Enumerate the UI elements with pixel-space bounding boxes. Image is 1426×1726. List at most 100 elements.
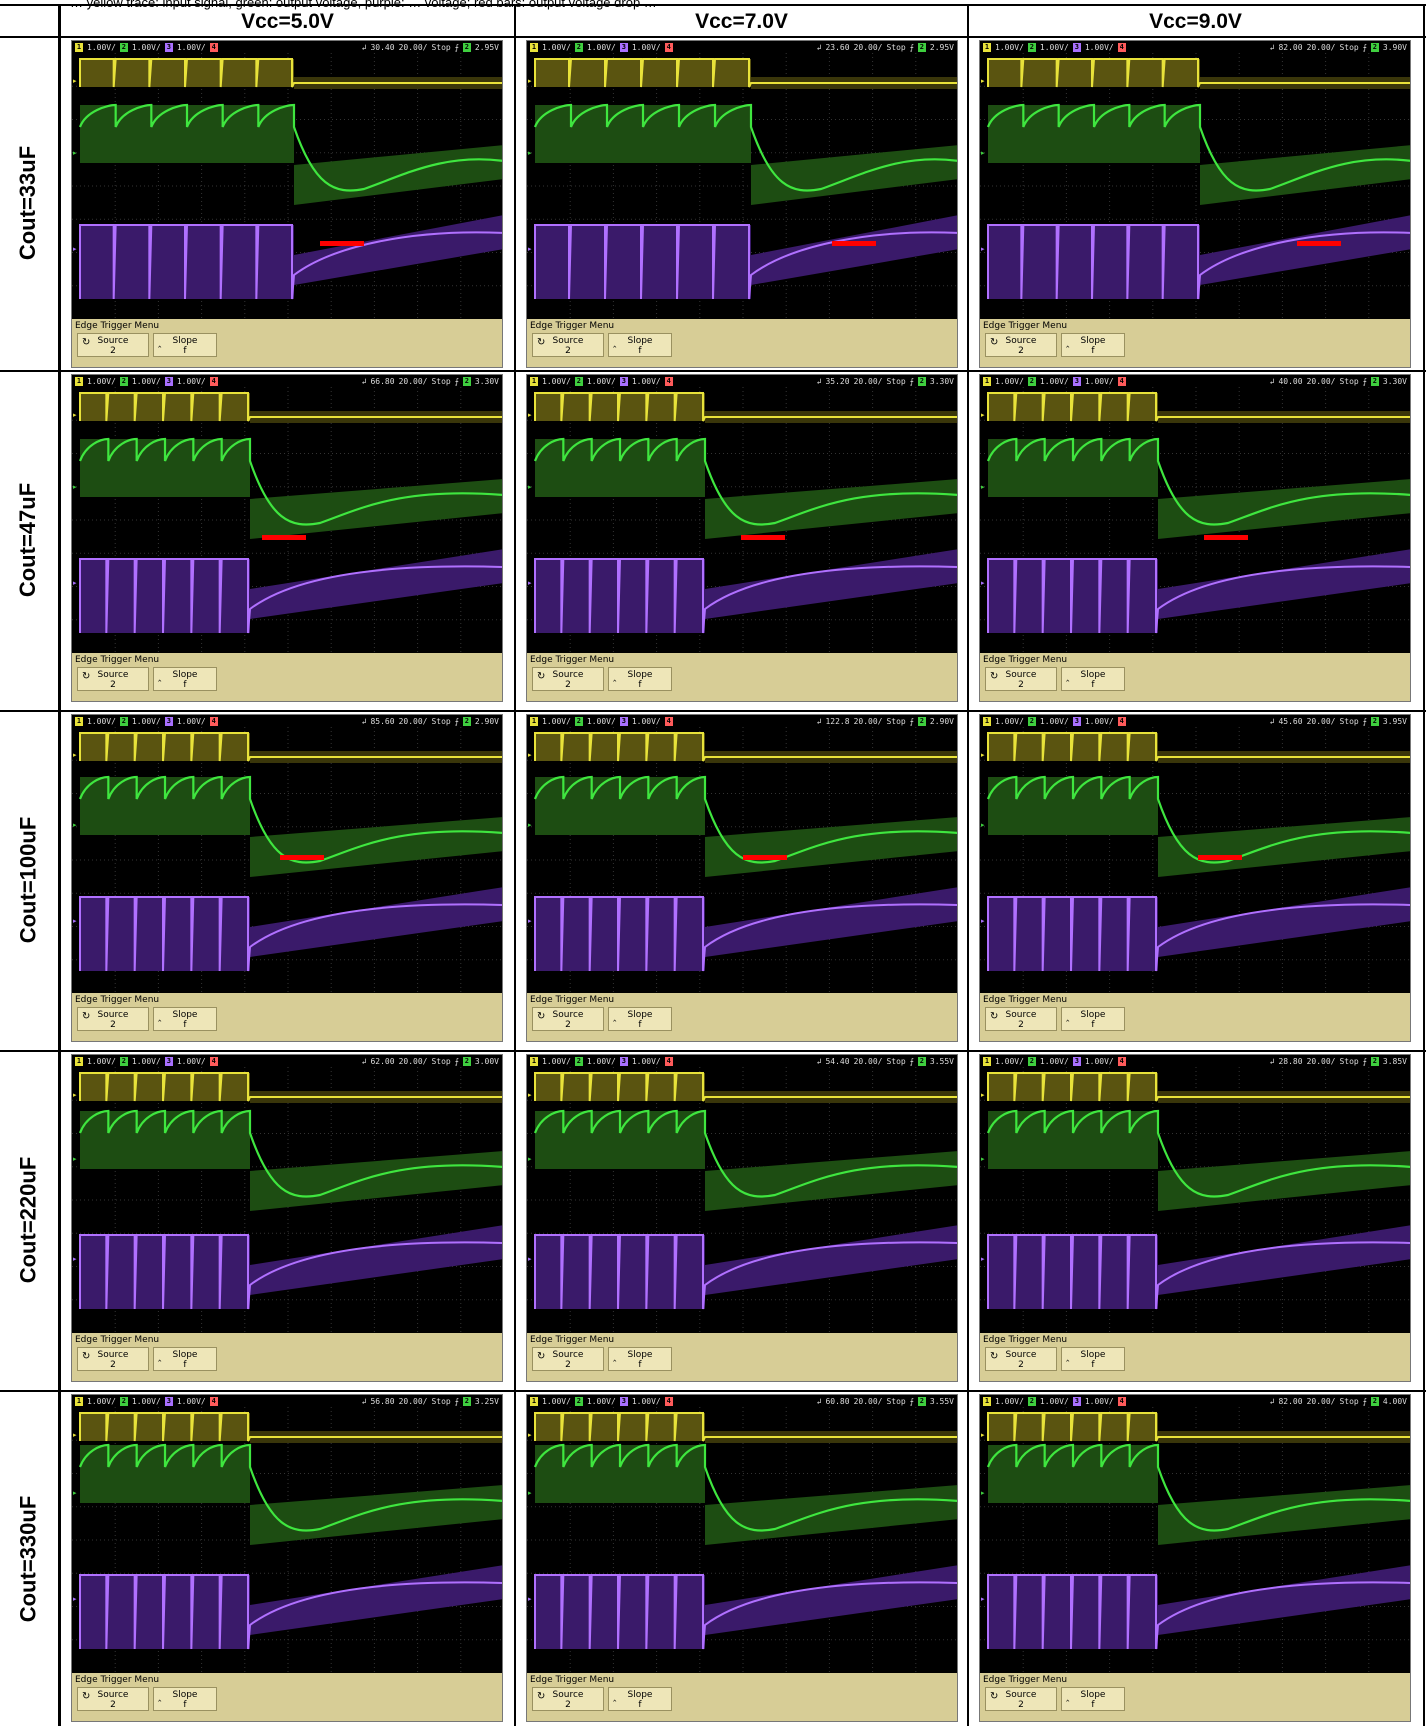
grid-line (58, 4, 61, 1726)
run-state: Stop (886, 1056, 906, 1066)
menu-title: Edge Trigger Menu (983, 655, 1068, 665)
source-softkey[interactable]: ↻ Source 2 (77, 1687, 149, 1711)
slope-softkey[interactable]: ‸ Slope f (1061, 1347, 1125, 1371)
channel-3-icon: 3 (619, 716, 628, 726)
channel-3-icon: 3 (1072, 42, 1081, 52)
slope-label: Slope (172, 670, 198, 680)
row-label-cout-47uf: Cout=47uF (15, 482, 41, 598)
slope-softkey[interactable]: ‸ Slope f (1061, 1687, 1125, 1711)
ch1-ground-marker: ▸ (73, 1091, 77, 1099)
waveform-area: ▸ ▸ ▸ (980, 53, 1410, 319)
timebase: 20.00/ (1306, 716, 1336, 726)
ch3-scale: 1.00V/ (176, 1396, 206, 1406)
ch3-envelope (751, 215, 957, 285)
rotate-knob-icon: ↻ (82, 337, 91, 348)
timebase: 20.00/ (853, 376, 883, 386)
slope-softkey[interactable]: ‸ Slope f (608, 1347, 672, 1371)
ch2-scale: 1.00V/ (1039, 42, 1069, 52)
slope-softkey[interactable]: ‸ Slope f (153, 1687, 217, 1711)
row-label-cout-100uf: Cout=100uF (15, 816, 40, 944)
source-label: Source (97, 1690, 129, 1700)
source-label: Source (552, 1690, 584, 1700)
trigger-delay-icon: ↲ (1269, 716, 1275, 726)
source-value: 2 (110, 680, 116, 690)
rotate-knob-icon: ↻ (537, 1691, 546, 1702)
source-softkey[interactable]: ↻ Source 2 (77, 333, 149, 357)
source-softkey[interactable]: ↻ Source 2 (985, 1347, 1057, 1371)
scope-status-bar: 1 1.00V/2 1.00V/3 1.00V/4 ↲ 56.80 20.00/Stop ⨍ 2… (72, 1395, 502, 1407)
slope-softkey[interactable]: ‸ Slope f (1061, 333, 1125, 357)
channel-3-icon: 3 (619, 1056, 628, 1066)
ch1-ground-marker: ▸ (981, 77, 985, 85)
slope-label: Slope (172, 336, 198, 346)
slope-softkey[interactable]: ‸ Slope f (153, 667, 217, 691)
ch2-scale: 1.00V/ (1039, 716, 1069, 726)
source-softkey[interactable]: ↻ Source 2 (532, 667, 604, 691)
source-softkey[interactable]: ↻ Source 2 (985, 333, 1057, 357)
trigger-delay-icon: ↲ (816, 376, 822, 386)
ch1-scale: 1.00V/ (542, 1396, 571, 1406)
slope-softkey[interactable]: ‸ Slope f (608, 1007, 672, 1031)
timebase: 20.00/ (398, 42, 428, 52)
trigger-delay-icon: ↲ (361, 42, 367, 52)
channel-4-icon: 4 (209, 1056, 218, 1066)
source-softkey[interactable]: ↻ Source 2 (77, 667, 149, 691)
slope-softkey[interactable]: ‸ Slope f (1061, 667, 1125, 691)
slope-softkey[interactable]: ‸ Slope f (153, 1347, 217, 1371)
ch1-trace (987, 1412, 1410, 1442)
rotate-knob-icon: ↻ (82, 1351, 91, 1362)
source-softkey[interactable]: ↻ Source 2 (985, 667, 1057, 691)
oscilloscope-screen: 1 1.00V/2 1.00V/3 1.00V/4 ↲ 35.20 20.00/Stop ⨍ 2… (526, 374, 958, 702)
slope-softkey[interactable]: ‸ Slope f (608, 667, 672, 691)
source-softkey[interactable]: ↻ Source 2 (532, 1347, 604, 1371)
ch3-ground-marker: ▸ (981, 917, 985, 925)
slope-softkey[interactable]: ‸ Slope f (153, 333, 217, 357)
source-softkey[interactable]: ↻ Source 2 (532, 1007, 604, 1031)
ch1-scale: 1.00V/ (542, 716, 571, 726)
source-softkey[interactable]: ↻ Source 2 (985, 1007, 1057, 1031)
trigger-delay: 82.00 (1278, 42, 1303, 52)
source-softkey[interactable]: ↻ Source 2 (532, 333, 604, 357)
menu-title: Edge Trigger Menu (75, 1335, 160, 1345)
trigger-delay-icon: ↲ (816, 42, 822, 52)
falling-edge-icon: ⨍ (909, 1396, 914, 1406)
ch3-scale: 1.00V/ (631, 42, 661, 52)
source-softkey[interactable]: ↻ Source 2 (77, 1007, 149, 1031)
caret-icon: ‸ (613, 1691, 617, 1702)
waveform-svg: ▸ ▸ ▸ (527, 1067, 957, 1333)
waveform-svg: ▸ ▸ ▸ (72, 1407, 502, 1673)
source-softkey[interactable]: ↻ Source 2 (985, 1687, 1057, 1711)
column-header-vcc-9v: Vcc=9.0V (1149, 10, 1242, 33)
run-state: Stop (886, 716, 906, 726)
slope-softkey[interactable]: ‸ Slope f (1061, 1007, 1125, 1031)
trigger-delay: 40.00 (1278, 376, 1303, 386)
ch3-ground-marker: ▸ (981, 1595, 985, 1603)
ch1-trace (534, 1412, 957, 1442)
edge-trigger-menu: Edge Trigger Menu ↻ Source 2 ‸ Slope f (980, 1333, 1410, 1381)
ch2-scale: 1.00V/ (131, 42, 161, 52)
ch3-scale: 1.00V/ (631, 1056, 661, 1066)
source-value: 2 (565, 1020, 571, 1030)
slope-softkey[interactable]: ‸ Slope f (608, 1687, 672, 1711)
channel-2-icon: 2 (119, 1056, 128, 1066)
source-softkey[interactable]: ↻ Source 2 (77, 1347, 149, 1371)
ch2-scale: 1.00V/ (131, 376, 161, 386)
channel-1-icon: 1 (530, 1056, 538, 1066)
falling-edge-icon: ⨍ (454, 42, 459, 52)
timebase: 20.00/ (1306, 376, 1336, 386)
ch3-scale: 1.00V/ (1084, 376, 1114, 386)
channel-3-icon: 3 (619, 1396, 628, 1406)
source-value: 2 (565, 680, 571, 690)
edge-trigger-menu: Edge Trigger Menu ↻ Source 2 ‸ Slope f (527, 1673, 957, 1721)
ch3-envelope (1158, 887, 1410, 957)
ch2-scale: 1.00V/ (131, 716, 161, 726)
caret-icon: ‸ (1066, 671, 1070, 682)
slope-softkey[interactable]: ‸ Slope f (153, 1007, 217, 1031)
slope-value: f (1091, 1700, 1095, 1710)
slope-softkey[interactable]: ‸ Slope f (608, 333, 672, 357)
source-softkey[interactable]: ↻ Source 2 (532, 1687, 604, 1711)
ch1-scale: 1.00V/ (87, 1056, 116, 1066)
ch3-scale: 1.00V/ (631, 716, 661, 726)
ch2-trace (986, 1109, 1410, 1198)
channel-4-icon: 4 (209, 376, 218, 386)
